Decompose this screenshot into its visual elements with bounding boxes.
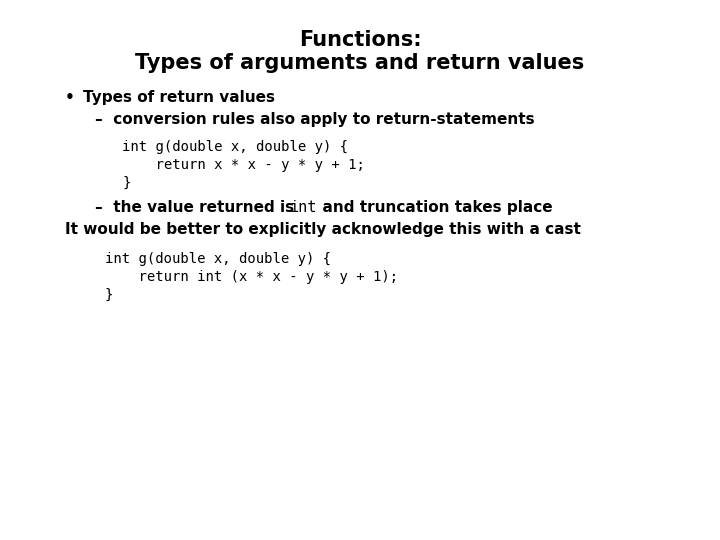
Text: It would be better to explicitly acknowledge this with a cast: It would be better to explicitly acknowl…	[65, 222, 581, 237]
Text: •: •	[65, 90, 75, 105]
Text: }: }	[105, 288, 113, 302]
Text: return int (x * x - y * y + 1);: return int (x * x - y * y + 1);	[105, 270, 398, 284]
Text: –  the value returned is: – the value returned is	[95, 200, 300, 215]
Text: return x * x - y * y + 1;: return x * x - y * y + 1;	[122, 158, 365, 172]
Text: Functions:: Functions:	[299, 30, 421, 50]
Text: Types of arguments and return values: Types of arguments and return values	[135, 53, 585, 73]
Text: int: int	[290, 200, 318, 215]
Text: }: }	[122, 176, 130, 190]
Text: –  conversion rules also apply to return-statements: – conversion rules also apply to return-…	[95, 112, 535, 127]
Text: int g(double x, double y) {: int g(double x, double y) {	[122, 140, 348, 154]
Text: and truncation takes place: and truncation takes place	[312, 200, 553, 215]
Text: int g(double x, double y) {: int g(double x, double y) {	[105, 252, 331, 266]
Text: Types of return values: Types of return values	[83, 90, 275, 105]
